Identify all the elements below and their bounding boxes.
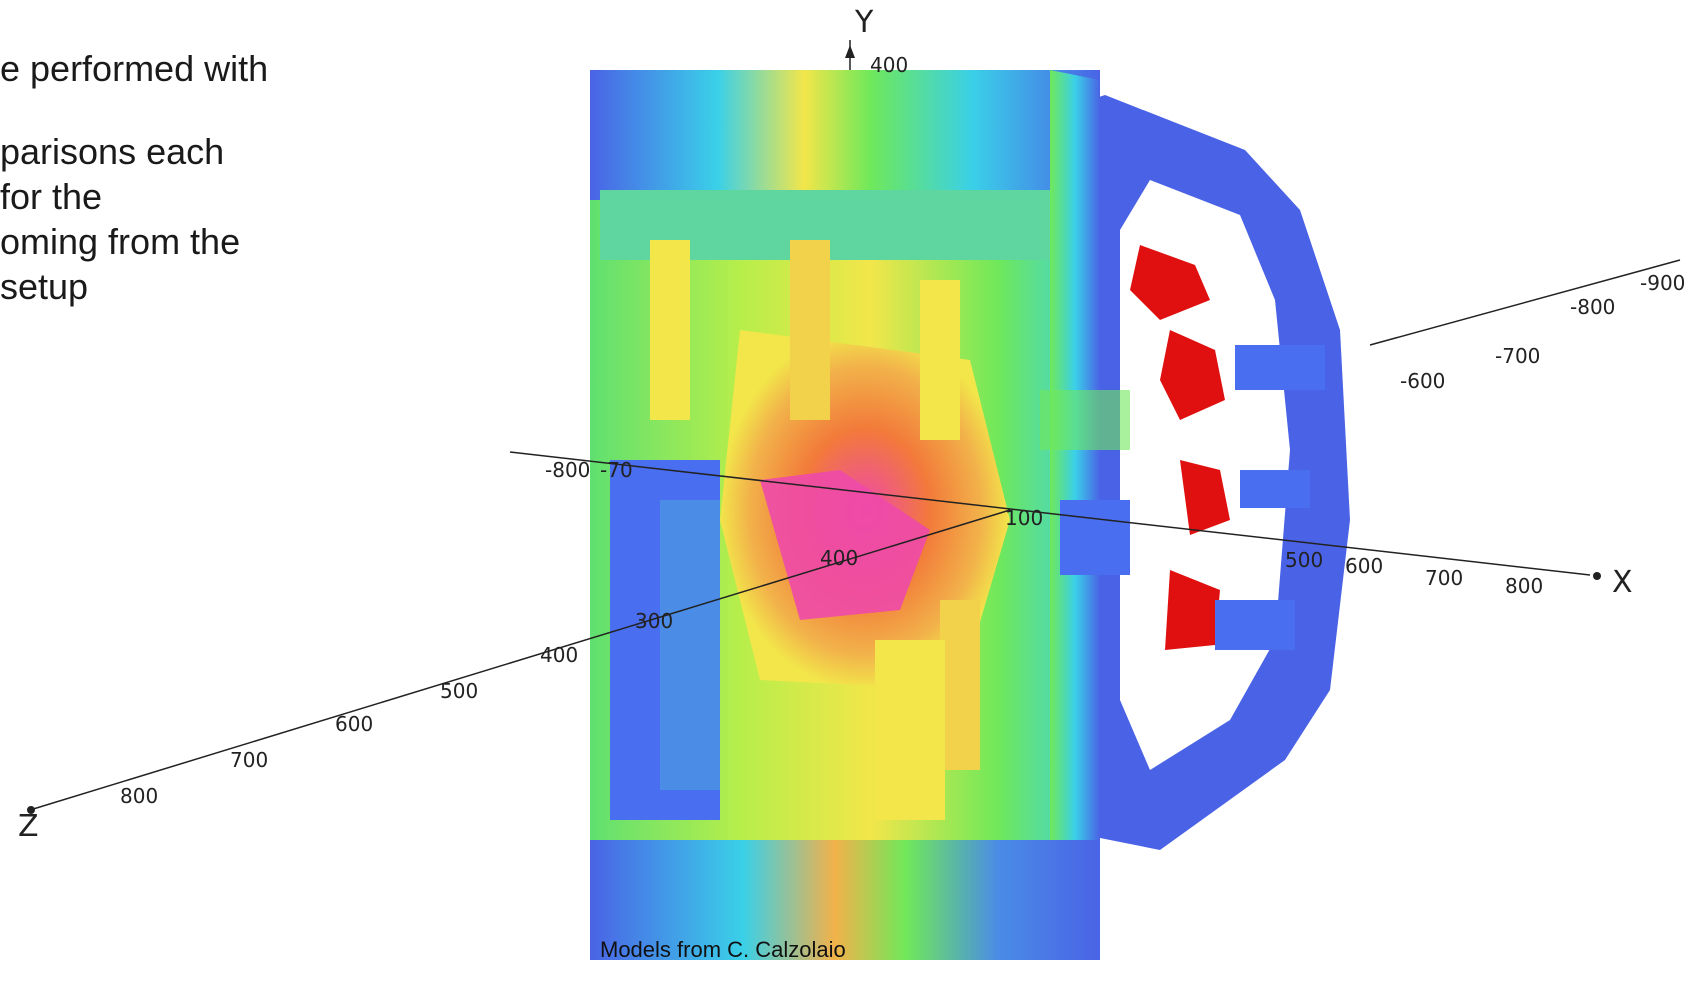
- center-tick-label: 400: [820, 546, 858, 570]
- image-caption: Models from C. Calzolaio: [600, 937, 846, 962]
- z-tick-600: 600: [335, 712, 373, 736]
- coil-upper: [1130, 245, 1210, 320]
- y-axis-arrow-icon: [845, 45, 855, 58]
- text-line-1: e performed with: [0, 48, 269, 89]
- slide-bullet-text: e performed with parisons each for the o…: [0, 46, 420, 309]
- x-axis-name: X: [1612, 565, 1633, 600]
- x-center-label: 100: [1005, 506, 1043, 530]
- z-tick-500: 500: [440, 679, 478, 703]
- x-front-tick-2: 600: [1345, 554, 1383, 578]
- x-back-tick-4: -900: [1640, 271, 1685, 295]
- coil-lower: [1165, 570, 1220, 650]
- axes: [29, 40, 1681, 811]
- text-line-2: parisons each: [0, 131, 225, 172]
- text-line-4: oming from the: [0, 221, 241, 262]
- x-axis-end-dot-icon: [1593, 572, 1601, 580]
- coil-lower-mid: [1180, 460, 1230, 535]
- y-axis-name: Y: [854, 5, 874, 40]
- bottom-yoke: [590, 840, 1100, 960]
- text-line-3: for the: [0, 176, 103, 217]
- magnet-body: [590, 70, 1130, 960]
- z-tick-400: 400: [540, 643, 578, 667]
- x-axis-line: [509, 451, 1591, 576]
- x-left-tick-2: -70: [600, 458, 633, 482]
- z-tick-700: 700: [230, 748, 268, 772]
- coil-mid: [1160, 330, 1225, 420]
- text-line-5: setup: [0, 266, 89, 307]
- z-tick-300: 300: [635, 609, 673, 633]
- z-axis-name: Z: [18, 809, 39, 844]
- x-front-tick-1: 500: [1285, 548, 1323, 572]
- z-axis-end-dot-icon: [27, 806, 35, 814]
- x-front-tick-4: 800: [1505, 574, 1543, 598]
- top-yoke: [590, 70, 1100, 200]
- x-front-tick-3: 700: [1425, 566, 1463, 590]
- z-tick-800: 800: [120, 784, 158, 808]
- x-back-tick-1: -600: [1400, 369, 1445, 393]
- z-axis-line: [29, 509, 1011, 811]
- x-back-tick-2: -700: [1495, 344, 1540, 368]
- y-tick-label: 400: [870, 53, 908, 77]
- x-left-tick-1: -800: [545, 458, 590, 482]
- x-back-tick-3: -800: [1570, 295, 1615, 319]
- x-back-axis-line: [1369, 259, 1681, 346]
- back-ring: [1060, 95, 1350, 850]
